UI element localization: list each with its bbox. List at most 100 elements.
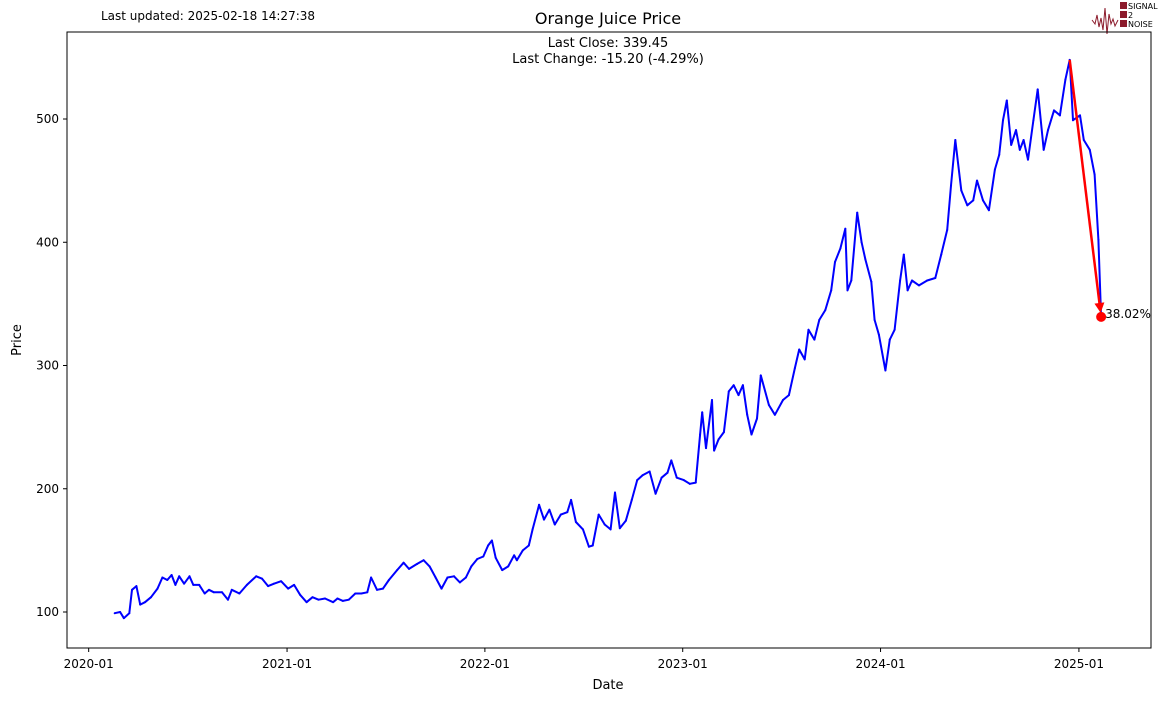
data-point — [542, 518, 545, 521]
data-point — [170, 574, 173, 577]
data-point — [781, 399, 784, 402]
data-point — [360, 592, 363, 595]
data-point — [830, 289, 833, 292]
data-point — [954, 138, 957, 141]
data-point — [513, 554, 516, 557]
data-point — [267, 585, 270, 588]
data-point — [1047, 129, 1050, 132]
data-point — [131, 588, 134, 591]
data-point — [476, 558, 479, 561]
data-point — [1052, 109, 1055, 112]
data-point — [548, 508, 551, 511]
data-point — [1082, 138, 1085, 141]
data-point — [1042, 148, 1045, 151]
data-point — [192, 583, 195, 586]
data-point — [834, 260, 837, 263]
y-axis-label: Price — [10, 324, 25, 356]
data-point — [981, 199, 984, 202]
logo-text-2: 2 — [1128, 11, 1133, 20]
data-point — [119, 611, 122, 614]
data-point — [888, 338, 891, 341]
data-point — [255, 575, 258, 578]
data-point — [570, 498, 573, 501]
data-point — [464, 576, 467, 579]
x-axis: 2020-01 2021-01 2022-01 2023-01 2024-01 2025-… — [64, 648, 1104, 671]
data-point — [428, 565, 431, 568]
data-point — [813, 338, 816, 341]
data-point — [566, 511, 569, 514]
data-point — [113, 612, 116, 615]
data-point — [699, 433, 702, 436]
data-point — [722, 431, 725, 434]
data-point — [332, 601, 335, 604]
y-tick-label: 300 — [36, 359, 59, 373]
last-change-annotation: Last Change: -15.20 (-4.29%) — [512, 52, 704, 67]
data-point — [717, 438, 720, 441]
data-point — [877, 333, 880, 336]
data-point — [156, 587, 159, 590]
data-point — [767, 403, 770, 406]
data-point — [1071, 119, 1074, 122]
data-point — [311, 596, 314, 599]
data-point — [950, 184, 953, 187]
data-point — [636, 479, 639, 482]
data-point — [446, 576, 449, 579]
data-point — [581, 528, 584, 531]
data-point — [807, 328, 810, 331]
data-point — [987, 209, 990, 212]
x-tick-label: 2023-01 — [658, 657, 708, 671]
data-point — [713, 449, 716, 452]
data-point — [603, 523, 606, 526]
data-point — [161, 576, 164, 579]
data-point — [960, 189, 963, 192]
data-point — [940, 253, 943, 256]
data-point — [1078, 114, 1081, 117]
data-point — [1022, 138, 1025, 141]
data-point — [727, 390, 730, 393]
data-point — [299, 593, 302, 596]
data-point — [139, 603, 142, 606]
data-point — [574, 521, 577, 524]
data-point — [422, 559, 425, 562]
data-point — [494, 556, 497, 559]
last-close-marker — [1096, 311, 1107, 322]
data-point — [245, 583, 248, 586]
data-point — [366, 591, 369, 594]
data-point — [440, 587, 443, 590]
data-point — [183, 582, 186, 585]
data-point — [993, 168, 996, 171]
data-point — [122, 617, 125, 620]
data-point — [1018, 148, 1021, 151]
data-point — [701, 411, 704, 414]
data-point — [221, 591, 224, 594]
data-point — [918, 284, 921, 287]
data-point — [591, 544, 594, 547]
data-point — [376, 588, 379, 591]
data-point — [893, 328, 896, 331]
data-point — [1064, 78, 1067, 81]
data-point — [660, 476, 663, 479]
data-point — [515, 559, 518, 562]
data-point — [641, 474, 644, 477]
data-point — [976, 179, 979, 182]
data-point — [856, 211, 859, 214]
y-tick-label: 200 — [36, 482, 59, 496]
data-point — [1032, 119, 1035, 122]
data-point — [452, 575, 455, 578]
data-point — [482, 555, 485, 558]
y-tick-label: 500 — [36, 112, 59, 126]
x-tick-label: 2022-01 — [460, 657, 510, 671]
drawdown-label: 38.02% — [1105, 307, 1151, 321]
data-point — [630, 498, 633, 501]
data-point — [487, 544, 490, 547]
data-point — [1005, 99, 1008, 102]
data-point — [1010, 143, 1013, 146]
logo-text-signal: SIGNAL — [1128, 2, 1158, 11]
data-point — [261, 577, 264, 580]
data-point — [906, 289, 909, 292]
chart-title: Orange Juice Price — [535, 9, 681, 28]
data-point — [787, 394, 790, 397]
data-point — [408, 567, 411, 570]
